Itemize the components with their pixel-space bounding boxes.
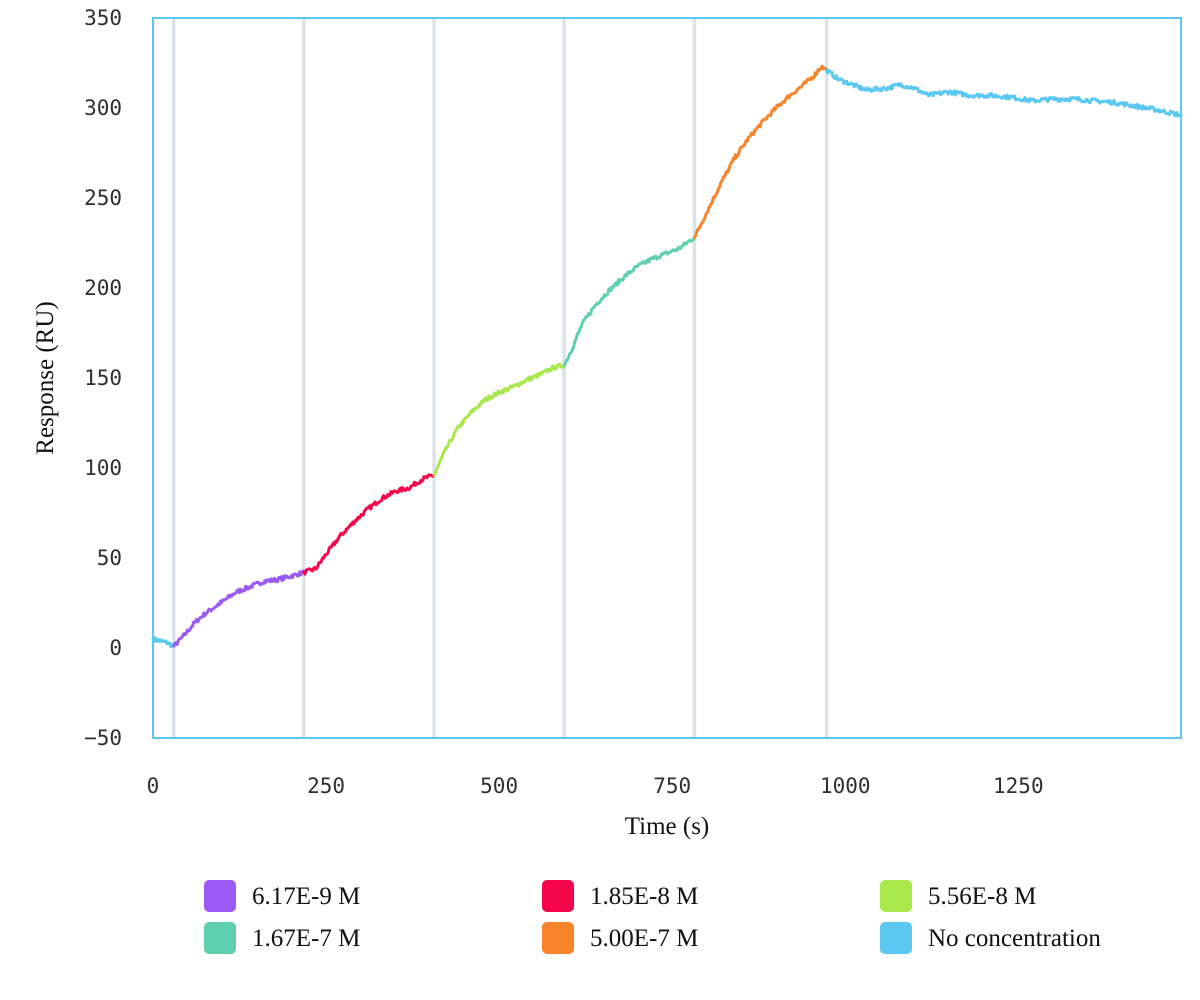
y-tick-label: −50 bbox=[84, 726, 122, 750]
x-tick-label: 0 bbox=[147, 774, 160, 798]
x-axis-ticks: 0 250 500 750 1000 1250 bbox=[147, 774, 1044, 798]
x-tick-label: 1000 bbox=[820, 774, 871, 798]
legend-swatch bbox=[542, 922, 574, 954]
x-tick-label: 500 bbox=[480, 774, 518, 798]
series-line-0 bbox=[151, 636, 176, 649]
x-tick-label: 750 bbox=[653, 774, 691, 798]
y-tick-label: 250 bbox=[84, 186, 122, 210]
legend-label: 5.56E-8 M bbox=[928, 883, 1036, 910]
series-line-3 bbox=[432, 362, 566, 477]
legend-label: 5.00E-7 M bbox=[590, 925, 698, 952]
y-tick-label: 200 bbox=[84, 276, 122, 300]
y-tick-label: 300 bbox=[84, 96, 122, 120]
legend-item: 1.67E-7 M bbox=[204, 922, 360, 954]
legend-item: 6.17E-9 M bbox=[204, 880, 360, 912]
legend-swatch bbox=[880, 922, 912, 954]
plot-frame bbox=[152, 17, 1182, 739]
series-line-4 bbox=[562, 236, 696, 367]
legend-swatch bbox=[880, 880, 912, 912]
x-tick-label: 250 bbox=[307, 774, 345, 798]
y-tick-label: 100 bbox=[84, 456, 122, 480]
legend: 6.17E-9 M 1.85E-8 M 5.56E-8 M 1.67E-7 M 5.00… bbox=[204, 880, 1101, 954]
series-line-2 bbox=[302, 473, 436, 576]
y-axis-ticks: −50 0 50 100 150 200 250 300 350 bbox=[84, 6, 122, 750]
series-layer bbox=[151, 64, 1183, 649]
legend-item: 5.56E-8 M bbox=[880, 880, 1036, 912]
y-axis-title: Response (RU) bbox=[32, 301, 59, 454]
y-tick-label: 50 bbox=[97, 546, 122, 570]
legend-label: 1.85E-8 M bbox=[590, 883, 698, 910]
series-line-6 bbox=[825, 68, 1183, 118]
legend-label: 1.67E-7 M bbox=[252, 925, 360, 952]
x-tick-label: 1250 bbox=[993, 774, 1044, 798]
y-tick-label: 350 bbox=[84, 6, 122, 30]
legend-label: 6.17E-9 M bbox=[252, 883, 360, 910]
series-line-5 bbox=[692, 64, 829, 240]
legend-item: 1.85E-8 M bbox=[542, 880, 698, 912]
y-tick-label: 150 bbox=[84, 366, 122, 390]
series-line-1 bbox=[172, 569, 306, 648]
legend-label: No concentration bbox=[928, 925, 1101, 952]
legend-swatch bbox=[542, 880, 574, 912]
legend-swatch bbox=[204, 922, 236, 954]
legend-item: 5.00E-7 M bbox=[542, 922, 698, 954]
x-axis-title: Time (s) bbox=[625, 813, 710, 840]
y-tick-label: 0 bbox=[109, 636, 122, 660]
legend-item: No concentration bbox=[880, 922, 1101, 954]
legend-swatch bbox=[204, 880, 236, 912]
injection-markers bbox=[172, 18, 829, 738]
